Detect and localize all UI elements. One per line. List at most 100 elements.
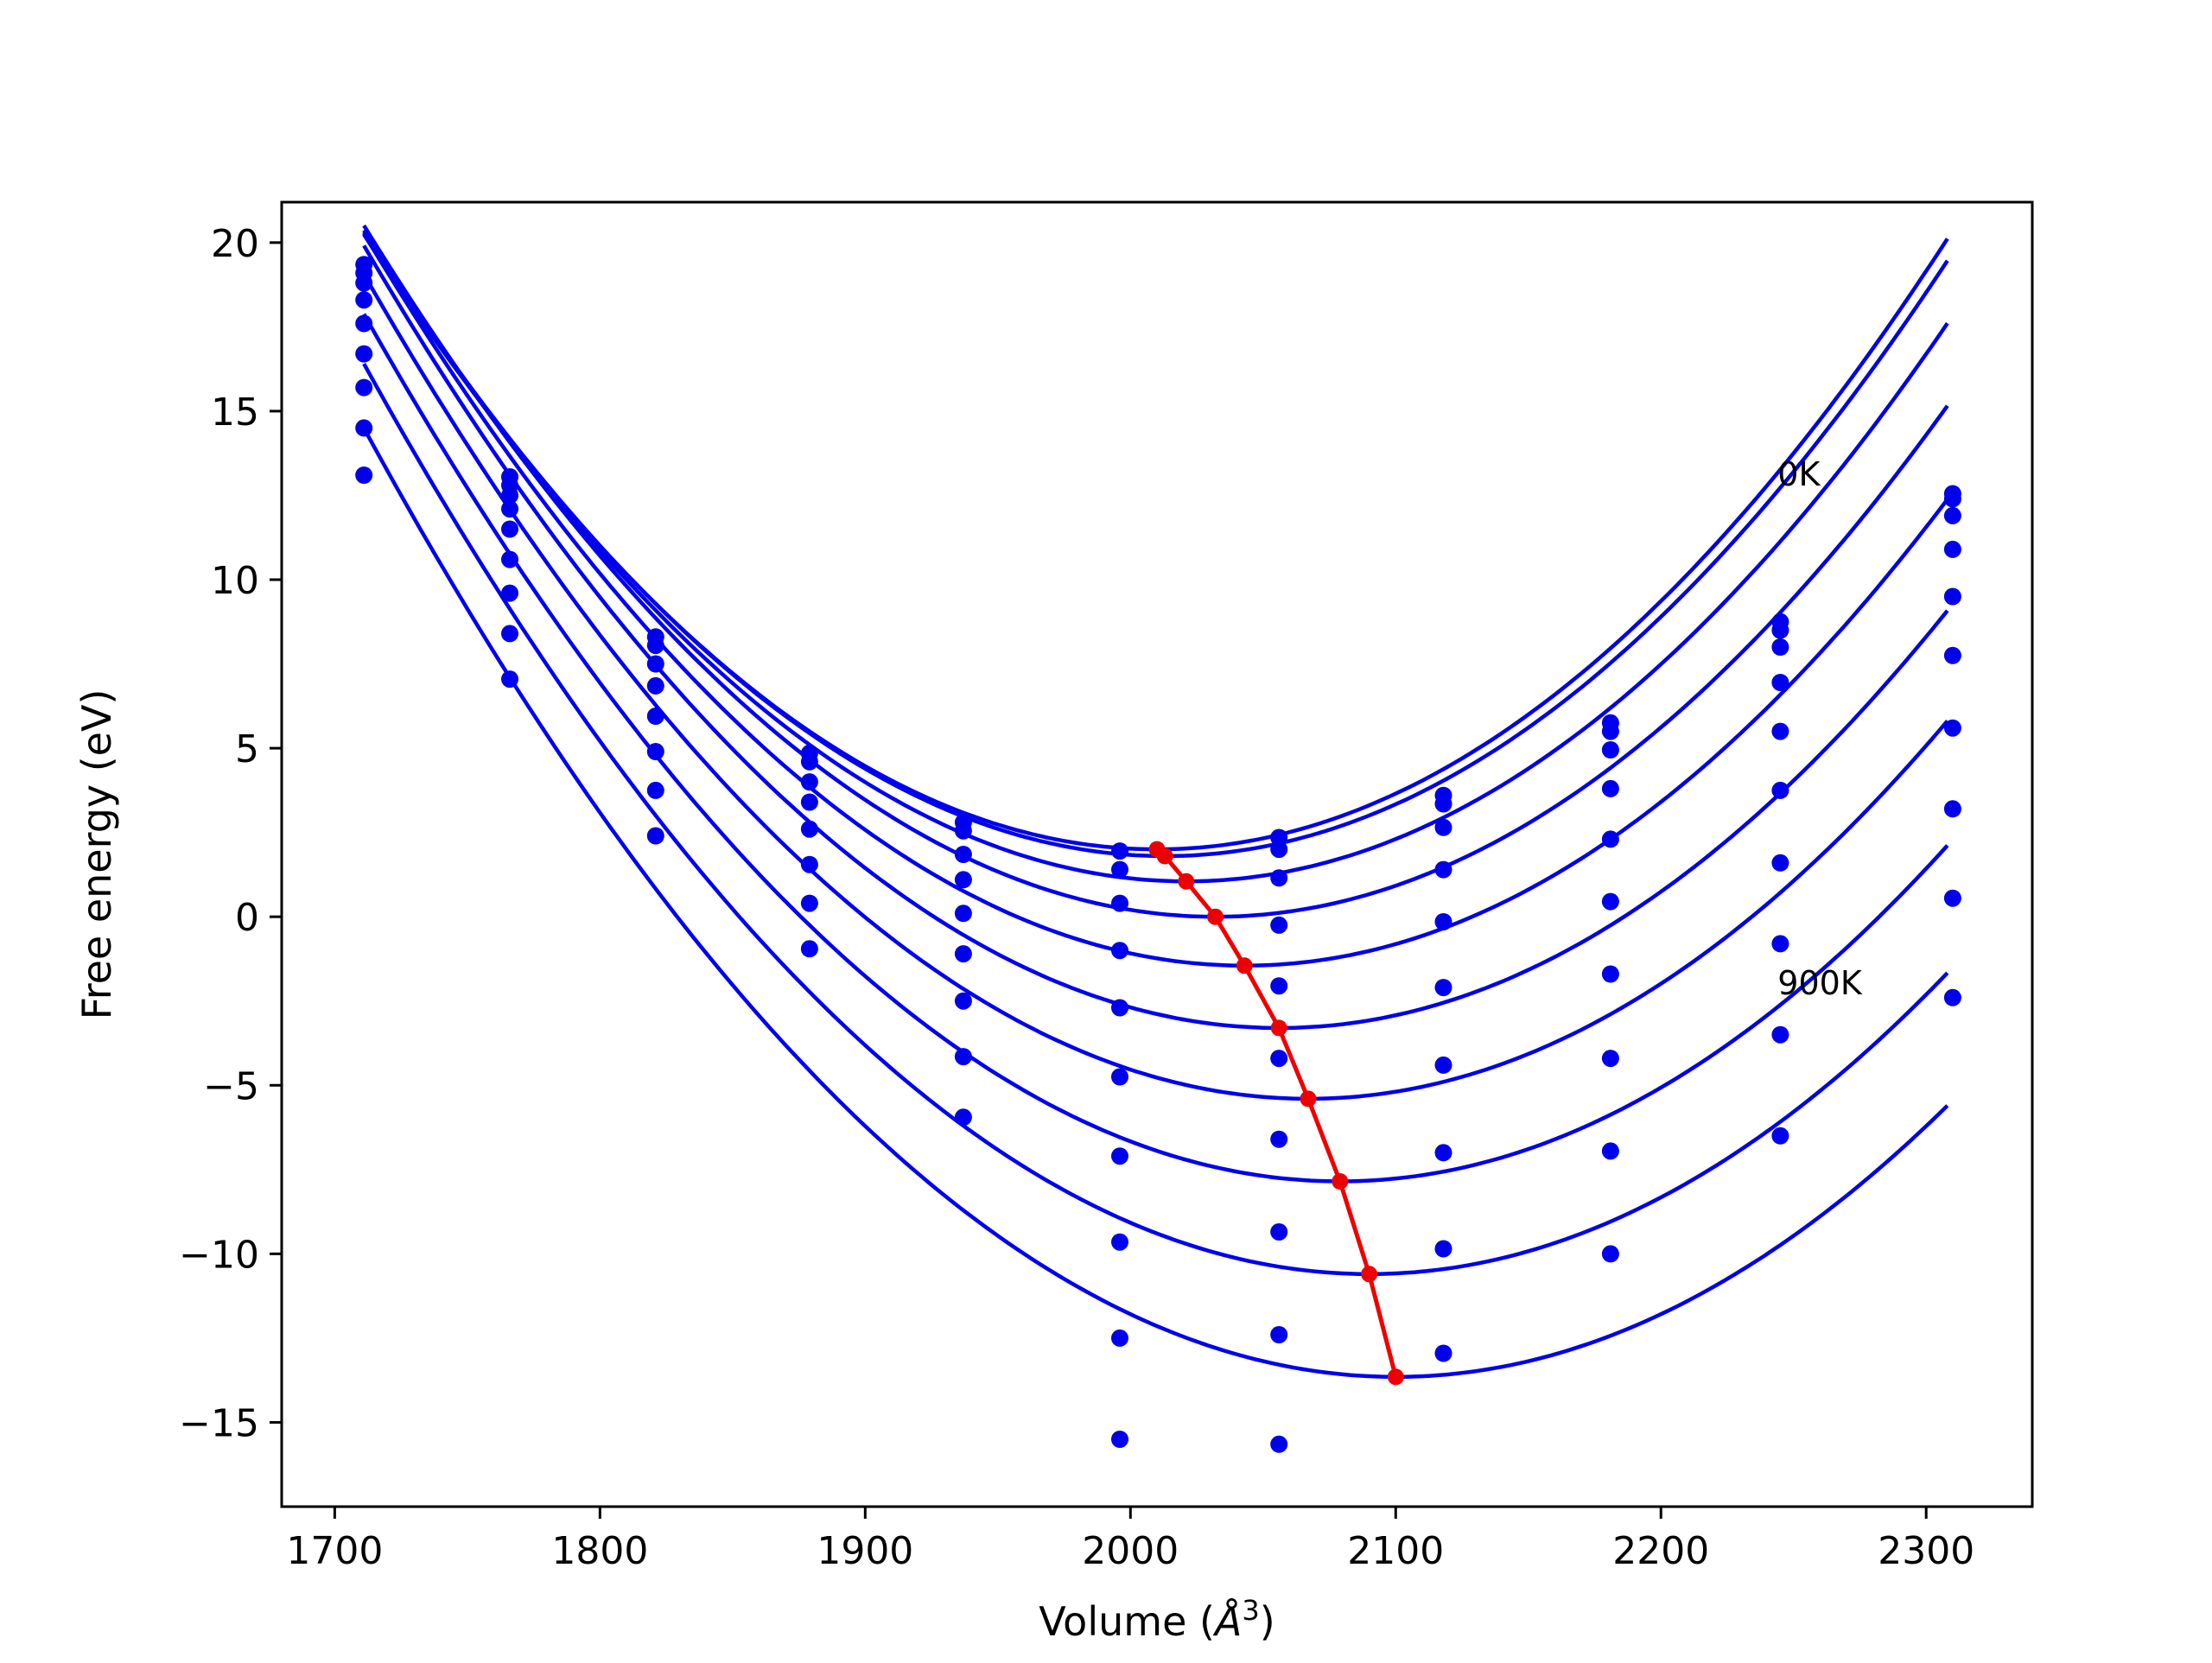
- data-point-91: [1771, 1025, 1789, 1044]
- data-point-59: [1270, 1130, 1288, 1148]
- data-point-44: [1111, 860, 1128, 879]
- x-tick-label-2100: 2100: [1347, 1529, 1444, 1573]
- data-point-80: [1601, 1050, 1619, 1068]
- data-point-76: [1601, 779, 1619, 797]
- data-point-50: [1111, 1233, 1128, 1251]
- annotation-0: 0K: [1777, 455, 1821, 493]
- data-point-29: [800, 793, 818, 811]
- fit-curve-2: [362, 229, 1949, 884]
- minimum-point-2: [1178, 873, 1195, 890]
- data-point-94: [1943, 490, 1961, 508]
- fit-curves: [362, 224, 1949, 1380]
- data-point-20: [646, 655, 664, 673]
- axis-ticks: 1700 1800 1900 2000 2100 2200 2300 −15 −10 −5 0 5 10…: [179, 222, 1974, 1573]
- y-tick-label--10: −10: [179, 1233, 259, 1277]
- fit-curve-4: [362, 232, 1949, 968]
- x-axis-label: Volume (Å3): [1039, 1594, 1274, 1645]
- fit-curve-5: [362, 244, 1949, 1031]
- data-point-69: [1434, 1056, 1452, 1074]
- data-point-40: [954, 992, 972, 1010]
- minimum-line: [1148, 841, 1404, 1386]
- annotation-1: 900K: [1777, 964, 1863, 1002]
- plot-frame: [280, 200, 2034, 1508]
- data-point-52: [1111, 1431, 1128, 1448]
- data-point-38: [954, 904, 972, 923]
- data-point-58: [1270, 1050, 1288, 1068]
- data-point-17: [501, 670, 518, 689]
- y-tick-label-10: 10: [211, 559, 259, 603]
- data-point-14: [501, 550, 518, 568]
- data-point-60: [1270, 1223, 1288, 1241]
- data-point-5: [355, 345, 373, 363]
- data-point-33: [800, 940, 818, 958]
- annotations: 0K 900K: [1777, 455, 1863, 1002]
- x-tick-label-2200: 2200: [1612, 1529, 1709, 1573]
- data-point-68: [1434, 979, 1452, 997]
- data-point-2: [355, 274, 373, 292]
- data-point-21: [646, 676, 664, 695]
- minimum-line-path: [1155, 847, 1398, 1378]
- data-point-78: [1601, 892, 1619, 911]
- data-point-49: [1111, 1147, 1128, 1165]
- data-point-39: [954, 945, 972, 963]
- data-point-85: [1771, 638, 1789, 656]
- data-point-62: [1270, 1435, 1288, 1453]
- data-point-37: [954, 871, 972, 889]
- data-point-100: [1943, 800, 1961, 818]
- data-point-48: [1111, 1068, 1128, 1086]
- data-point-41: [954, 1048, 972, 1066]
- data-point-75: [1601, 741, 1619, 759]
- data-point-56: [1270, 916, 1288, 934]
- minimum-point-4: [1236, 957, 1253, 974]
- data-point-55: [1270, 869, 1288, 887]
- data-point-88: [1771, 781, 1789, 799]
- data-point-7: [355, 419, 373, 437]
- data-point-13: [501, 520, 518, 538]
- data-point-87: [1771, 722, 1789, 740]
- data-point-65: [1434, 818, 1452, 836]
- minimum-point-1: [1156, 847, 1173, 865]
- data-point-32: [800, 894, 818, 912]
- data-point-19: [646, 637, 664, 655]
- data-point-24: [646, 781, 664, 799]
- data-point-3: [355, 291, 373, 309]
- data-point-25: [646, 827, 664, 845]
- data-point-98: [1943, 646, 1961, 664]
- minimum-point-8: [1361, 1266, 1378, 1283]
- data-point-72: [1434, 1344, 1452, 1362]
- y-tick-label-20: 20: [211, 222, 259, 266]
- data-point-101: [1943, 889, 1961, 907]
- data-point-92: [1771, 1127, 1789, 1145]
- data-point-42: [954, 1108, 972, 1127]
- data-point-11: [501, 486, 518, 505]
- x-tick-label-1700: 1700: [286, 1529, 383, 1573]
- data-point-31: [800, 855, 818, 873]
- minimum-point-7: [1332, 1173, 1349, 1190]
- data-point-74: [1601, 722, 1619, 740]
- data-point-22: [646, 708, 664, 725]
- data-point-90: [1771, 935, 1789, 953]
- data-point-47: [1111, 999, 1128, 1017]
- x-tick-label-1800: 1800: [551, 1529, 648, 1573]
- minimum-point-9: [1387, 1368, 1404, 1386]
- data-point-6: [355, 378, 373, 397]
- data-points: [355, 256, 1961, 1453]
- fit-curve-9: [362, 427, 1949, 1380]
- minimum-point-6: [1300, 1090, 1317, 1108]
- data-point-16: [501, 625, 518, 643]
- data-point-36: [954, 846, 972, 863]
- data-point-89: [1771, 854, 1789, 872]
- data-point-99: [1943, 719, 1961, 737]
- data-point-28: [800, 773, 818, 791]
- data-point-95: [1943, 506, 1961, 524]
- data-point-54: [1270, 841, 1288, 859]
- y-tick-label--15: −15: [179, 1401, 259, 1445]
- data-point-64: [1434, 795, 1452, 813]
- data-point-45: [1111, 894, 1128, 912]
- y-axis-label: Free energy (eV): [73, 689, 120, 1020]
- data-point-30: [800, 820, 818, 838]
- y-tick-label-15: 15: [211, 390, 259, 435]
- fit-curve-6: [362, 273, 1949, 1101]
